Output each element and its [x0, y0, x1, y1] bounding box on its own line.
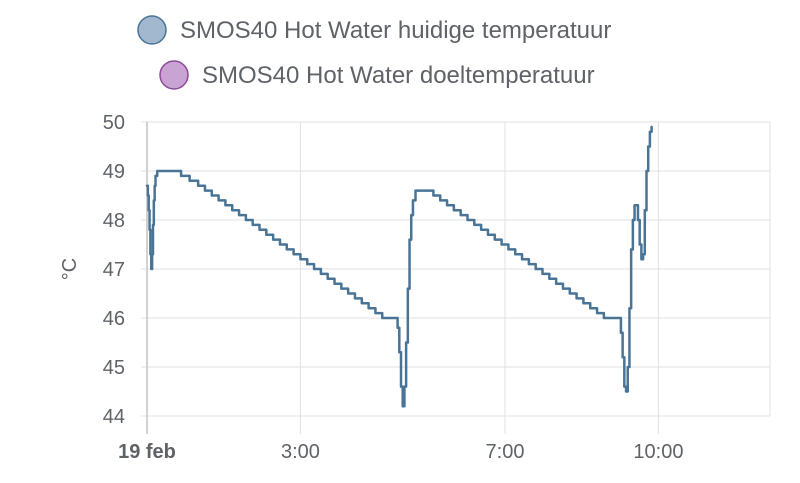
legend-marker-2[interactable] — [159, 60, 189, 90]
legend-label-1[interactable]: SMOS40 Hot Water huidige temperatuur — [180, 17, 611, 44]
series-layer — [145, 125, 653, 408]
x-tick-label: 10:00 — [633, 441, 683, 463]
y-axis-title: °C — [59, 258, 81, 280]
series-line-1[interactable] — [145, 125, 653, 408]
y-tick-label: 49 — [103, 161, 125, 183]
y-tick-label: 45 — [103, 357, 125, 379]
y-tick-label: 46 — [103, 308, 125, 330]
legend-label-2[interactable]: SMOS40 Hot Water doeltemperatuur — [202, 62, 595, 89]
legend: SMOS40 Hot Water huidige temperatuur SMOS… — [137, 15, 611, 90]
legend-marker-1[interactable] — [137, 15, 167, 45]
x-tick-label: 7:00 — [486, 441, 525, 463]
x-tick-label: 3:00 — [281, 441, 320, 463]
y-tick-label: 44 — [103, 406, 125, 428]
x-tick-label: 19 feb — [118, 441, 176, 463]
y-tick-label: 47 — [103, 259, 125, 281]
y-tick-label: 50 — [103, 112, 125, 134]
y-tick-label: 48 — [103, 210, 125, 232]
axis-labels: 44 45 46 47 48 49 50 19 feb 3:00 7:00 10:00 °C — [59, 112, 683, 463]
chart-grid — [141, 121, 771, 434]
